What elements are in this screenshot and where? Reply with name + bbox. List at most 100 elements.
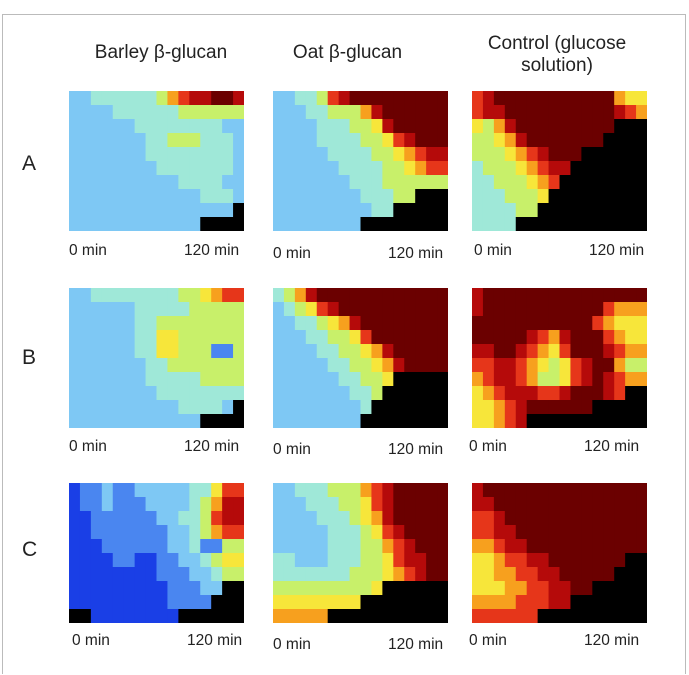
heatmap-cell <box>526 147 539 162</box>
heatmap-cell <box>415 483 427 498</box>
heatmap-cell <box>636 217 647 231</box>
heatmap-cell <box>614 497 626 512</box>
heatmap-cell <box>570 595 582 610</box>
heatmap-cell <box>283 316 296 331</box>
heatmap-cell <box>123 497 136 512</box>
heatmap-cell <box>472 217 484 231</box>
heatmap-cell <box>211 288 223 303</box>
heatmap-cell <box>233 189 244 204</box>
heatmap-cell <box>69 147 81 162</box>
heatmap-cell <box>305 497 318 512</box>
heatmap-cell <box>437 133 448 148</box>
heatmap-cell <box>79 217 92 231</box>
heatmap-cell <box>404 161 416 176</box>
heatmap-cell <box>515 105 528 120</box>
heatmap-cell <box>614 288 626 303</box>
heatmap-cell <box>393 581 405 596</box>
heatmap-cell <box>156 344 169 359</box>
heatmap-cell <box>581 288 593 303</box>
heatmap-cell <box>548 147 561 162</box>
heatmap-cell <box>145 581 158 596</box>
heatmap-cell <box>437 147 448 162</box>
heatmap-cell <box>327 133 340 148</box>
heatmap-cell <box>101 525 114 540</box>
heatmap-cell <box>200 400 212 415</box>
heatmap-cell <box>614 609 626 623</box>
heatmap-cell <box>504 105 517 120</box>
heatmap-cell <box>349 511 362 526</box>
heatmap-cell <box>189 175 201 190</box>
heatmap-cell <box>90 189 103 204</box>
heatmap-cell <box>338 581 351 596</box>
heatmap-cell <box>189 119 201 134</box>
heatmap-cell <box>393 525 405 540</box>
x-tick-end: 120 min <box>184 242 240 259</box>
heatmap-cell <box>415 581 427 596</box>
heatmap-cell <box>393 91 405 106</box>
heatmap-cell <box>222 511 234 526</box>
heatmap-cell <box>504 483 517 498</box>
heatmap-cell <box>189 330 201 345</box>
heatmap-cell <box>636 567 647 582</box>
heatmap-cell <box>472 344 484 359</box>
heatmap-cell <box>636 189 647 204</box>
x-tick-start: 0 min <box>273 245 311 262</box>
heatmap-cell <box>69 358 81 373</box>
heatmap-cell <box>493 483 506 498</box>
heatmap-cell <box>371 497 383 512</box>
heatmap-cell <box>636 161 647 176</box>
heatmap-cell <box>603 358 615 373</box>
heatmap-cell <box>305 302 318 317</box>
heatmap-cell <box>349 567 362 582</box>
heatmap-cell <box>625 400 637 415</box>
heatmap-cell <box>233 539 244 554</box>
heatmap-cell <box>382 203 394 218</box>
heatmap-cell <box>515 511 528 526</box>
heatmap-cell <box>189 133 201 148</box>
heatmap-cell <box>79 483 92 498</box>
heatmap-cell <box>178 91 190 106</box>
heatmap-cell <box>526 414 539 428</box>
heatmap-cell <box>504 175 517 190</box>
heatmap-cell <box>404 372 416 387</box>
heatmap-cell <box>145 567 158 582</box>
heatmap-cell <box>134 91 147 106</box>
heatmap-cell <box>123 330 136 345</box>
heatmap-cell <box>526 161 539 176</box>
heatmap-cell <box>145 497 158 512</box>
heatmap-cell <box>382 553 394 568</box>
heatmap-cell <box>200 217 212 231</box>
heatmap-cell <box>156 175 169 190</box>
heatmap-cell <box>294 91 307 106</box>
heatmap-cell <box>273 316 285 331</box>
heatmap-cell <box>504 288 517 303</box>
heatmap-cell <box>559 105 572 120</box>
heatmap-cell <box>349 553 362 568</box>
heatmap-cell <box>515 175 528 190</box>
heatmap-cell <box>200 161 212 176</box>
heatmap-cell <box>200 567 212 582</box>
heatmap-cell <box>316 400 329 415</box>
heatmap-panel-b-barley <box>69 288 244 428</box>
heatmap-cell <box>415 161 427 176</box>
heatmap-cell <box>504 330 517 345</box>
heatmap-cell <box>382 344 394 359</box>
heatmap-cell <box>134 316 147 331</box>
heatmap-cell <box>603 372 615 387</box>
heatmap-cell <box>614 175 626 190</box>
heatmap-cell <box>493 511 506 526</box>
heatmap-cell <box>636 539 647 554</box>
heatmap-cell <box>603 91 615 106</box>
heatmap-cell <box>134 581 147 596</box>
heatmap-cell <box>167 133 179 148</box>
heatmap-cell <box>273 386 285 401</box>
heatmap-cell <box>360 288 373 303</box>
heatmap-cell <box>581 553 593 568</box>
heatmap-cell <box>123 553 136 568</box>
heatmap-cell <box>625 525 637 540</box>
heatmap-cell <box>570 175 582 190</box>
heatmap-cell <box>273 609 285 623</box>
heatmap-cell <box>156 609 169 623</box>
x-tick-end: 120 min <box>388 441 444 458</box>
heatmap-cell <box>233 147 244 162</box>
